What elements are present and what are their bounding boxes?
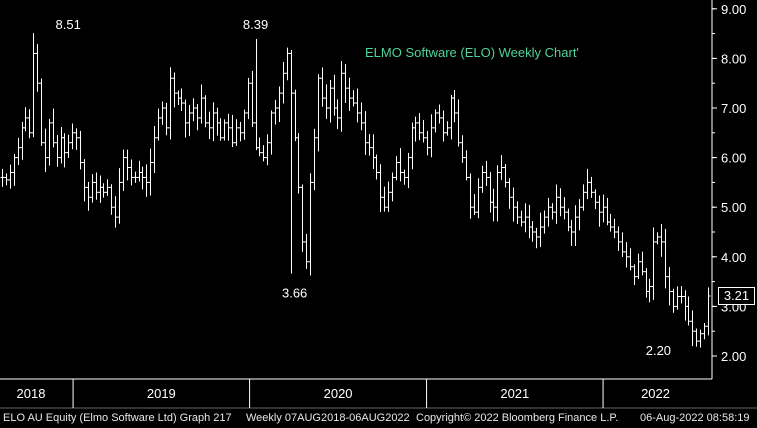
y-tick-label: 9.00 bbox=[721, 2, 746, 17]
footer-period: Weekly 07AUG2018-06AUG2022 bbox=[246, 412, 410, 424]
x-tick-label: 2020 bbox=[324, 386, 353, 401]
y-tick-label: 6.00 bbox=[721, 151, 746, 166]
x-tick-label: 2021 bbox=[500, 386, 529, 401]
chart-title: ELMO Software (ELO) Weekly Chart' bbox=[365, 45, 579, 60]
y-tick-label: 2.00 bbox=[721, 349, 746, 364]
y-tick-label: 7.00 bbox=[721, 101, 746, 116]
y-tick-label: 5.00 bbox=[721, 200, 746, 215]
price-bars bbox=[0, 33, 711, 348]
annotation-label: 2.20 bbox=[646, 343, 671, 358]
annotation-label: 8.51 bbox=[56, 17, 81, 32]
y-tick-label: 4.00 bbox=[721, 250, 746, 265]
x-tick-label: 2018 bbox=[17, 386, 46, 401]
footer-ticker: ELO AU Equity (Elmo Software Ltd) Graph … bbox=[3, 412, 232, 424]
y-tick-label: 8.00 bbox=[721, 51, 746, 66]
annotation-label: 3.66 bbox=[282, 286, 307, 301]
footer-copyright: Copyright© 2022 Bloomberg Finance L.P. bbox=[416, 412, 619, 424]
x-tick-label: 2019 bbox=[147, 386, 176, 401]
footer-timestamp: 06-Aug-2022 08:58:19 bbox=[640, 412, 750, 424]
annotation-label: 8.39 bbox=[243, 17, 268, 32]
annotations: 8.51 8.39 3.66 2.20 bbox=[56, 17, 672, 358]
x-tick-label: 2022 bbox=[641, 386, 670, 401]
last-price-badge: 3.21 bbox=[718, 287, 755, 305]
footer: ELO AU Equity (Elmo Software Ltd) Graph … bbox=[0, 409, 757, 428]
